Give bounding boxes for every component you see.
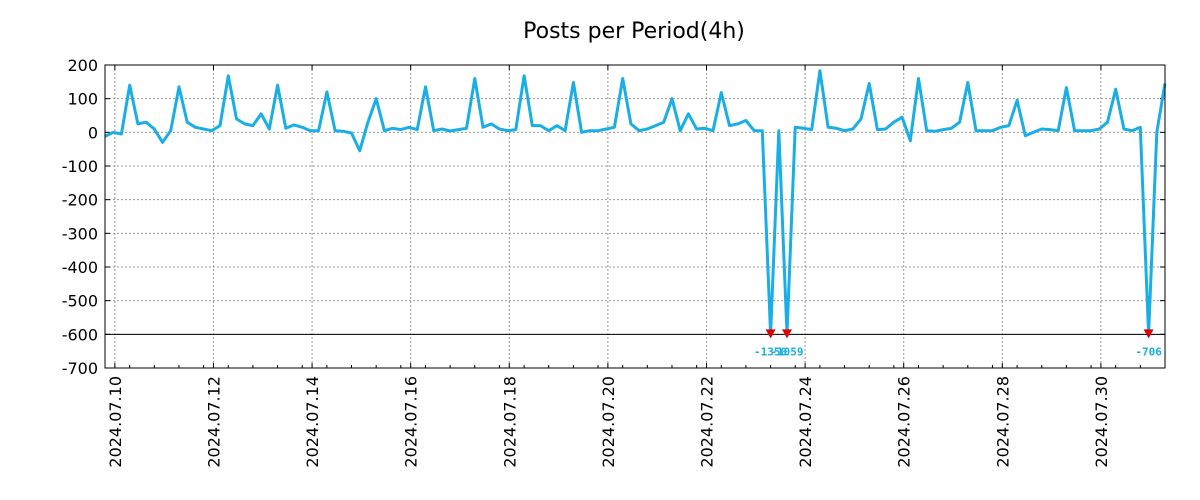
x-tick-label: 2024.07.16 xyxy=(402,376,421,468)
y-tick-label: 200 xyxy=(67,56,98,75)
clip-value-label: -1059 xyxy=(770,345,803,358)
x-tick-label: 2024.07.24 xyxy=(796,376,815,468)
y-tick-label: 100 xyxy=(67,90,98,109)
y-tick-label: -600 xyxy=(62,325,98,344)
y-tick-label: -200 xyxy=(62,191,98,210)
x-tick-label: 2024.07.10 xyxy=(106,376,125,468)
y-axis-ticks: 200 100 0 -100 -200 -300 -400 -500 -600 -700 xyxy=(62,56,1165,378)
clipped-markers: -1350-1059 -706 xyxy=(754,329,1162,358)
chart-title: Posts per Period(4h) xyxy=(523,19,745,44)
y-tick-label: -700 xyxy=(62,359,98,378)
y-tick-label: -500 xyxy=(62,292,98,311)
x-tick-label: 2024.07.30 xyxy=(1092,376,1111,468)
y-tick-label: -100 xyxy=(62,157,98,176)
x-tick-label: 2024.07.18 xyxy=(500,376,519,468)
grid-lines xyxy=(105,64,1165,369)
clip-value-label: -1350 xyxy=(754,345,787,358)
x-tick-label: 2024.07.14 xyxy=(303,376,322,468)
clip-marker xyxy=(1143,329,1154,339)
clip-marker xyxy=(781,329,792,339)
y-tick-label: 0 xyxy=(88,123,98,142)
series-line xyxy=(104,69,1167,336)
x-tick-label: 2024.07.12 xyxy=(204,376,223,468)
x-tick-label: 2024.07.26 xyxy=(895,376,914,468)
plot-frame xyxy=(104,64,1166,369)
clip-value-label: -706 xyxy=(1135,345,1162,358)
x-tick-label: 2024.07.28 xyxy=(993,376,1012,468)
y-tick-label: -400 xyxy=(62,258,98,277)
x-tick-label: 2024.07.22 xyxy=(697,376,716,468)
x-tick-label: 2024.07.20 xyxy=(599,376,618,468)
y-tick-label: -300 xyxy=(62,224,98,243)
x-axis-ticks: 2024.07.10 2024.07.12 2024.07.14 2024.07.16… xyxy=(104,65,1166,468)
series-posts xyxy=(104,69,1167,336)
clip-marker xyxy=(765,329,776,339)
